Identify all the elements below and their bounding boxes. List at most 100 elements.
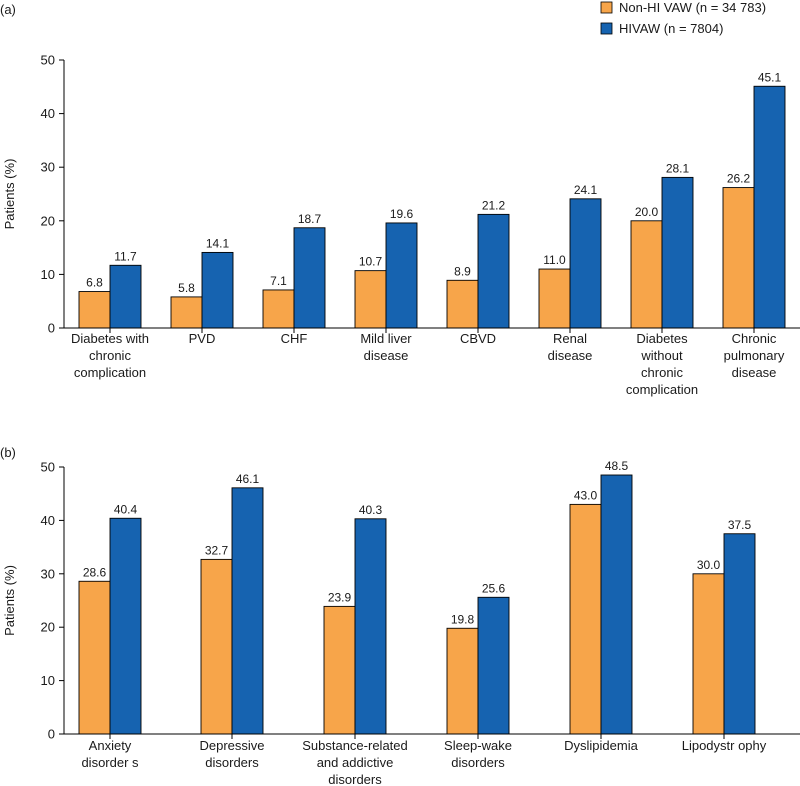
bar-non-hi [78, 580, 111, 735]
data-label-hi: 18.7 [298, 212, 322, 226]
x-category-label-line: Diabetes [636, 331, 688, 346]
bar-non-hi [170, 296, 203, 329]
bar-non-hi [200, 558, 233, 735]
bar-hi [477, 596, 510, 735]
x-category-label-line: Dyslipidemia [564, 738, 638, 753]
x-category-label: Dyslipidemia [564, 738, 638, 753]
bar-hi [753, 85, 786, 329]
x-category-label: Anxiety disorder s [81, 738, 139, 770]
panel-label: (b) [0, 445, 16, 460]
x-category-label-line: chronic [641, 365, 683, 380]
data-label-non-hi: 11.0 [543, 253, 566, 267]
bar-non-hi [262, 289, 295, 329]
x-category-label-line: Sleep-wake [444, 738, 512, 753]
y-tick-label: 10 [41, 673, 55, 688]
data-label-hi: 48.5 [605, 459, 629, 473]
x-category-label-line: disease [548, 348, 593, 363]
x-category-label-line: complication [74, 365, 146, 380]
data-label-non-hi: 19.8 [451, 612, 475, 626]
x-category-label: Diabetes without chronic complication [626, 331, 698, 397]
y-tick-label: 20 [41, 213, 55, 228]
bar-hi [661, 176, 694, 329]
data-label-non-hi: 28.6 [83, 565, 107, 579]
x-category-label-line: Substance-related [302, 738, 408, 753]
legend-label-non-hi: Non-HI VAW (n = 34 783) [619, 0, 766, 15]
data-label-hi: 40.3 [359, 503, 383, 517]
y-tick-label: 30 [41, 160, 55, 175]
legend: Non-HI VAW (n = 34 783) HIVAW (n = 7804) [600, 0, 766, 36]
x-category-label: Diabetes with chronic complication [71, 331, 149, 380]
data-label-non-hi: 8.9 [454, 264, 471, 278]
x-category-label: Depressive disorders [199, 738, 264, 770]
data-label-hi: 37.5 [728, 518, 752, 532]
x-category-label: Sleep-wake disorders [444, 738, 512, 770]
x-category-label: CBVD [460, 331, 496, 346]
x-category-label-line: pulmonary [724, 348, 785, 363]
x-category-label-line: disease [364, 348, 409, 363]
x-category-label-line: complication [626, 382, 698, 397]
x-category-label-line: PVD [189, 331, 216, 346]
panel-a: (a) Patients (%) 0 10 20 30 40 50 6.8 5.8 7.1 10.7 8… [0, 2, 800, 397]
data-label-non-hi: 32.7 [205, 543, 229, 557]
x-category-label-line: without [640, 348, 683, 363]
data-label-non-hi: 10.7 [359, 255, 383, 269]
data-label-hi: 28.1 [666, 161, 690, 175]
bar-hi [569, 198, 602, 329]
x-category-label-line: and addictive [317, 755, 394, 770]
data-label-non-hi: 6.8 [86, 276, 103, 290]
y-tick-label: 10 [41, 267, 55, 282]
bar-non-hi [446, 627, 479, 735]
x-category-label-line: Lipodystr ophy [682, 738, 767, 753]
data-label-non-hi: 23.9 [328, 590, 352, 604]
x-category-label: Lipodystr ophy [682, 738, 767, 753]
y-tick-label: 30 [41, 566, 55, 581]
bar-hi [201, 251, 234, 329]
bar-hi [723, 533, 756, 735]
x-category-label: CHF [281, 331, 308, 346]
x-category-label-line: Mild liver [360, 331, 412, 346]
x-category-label-line: disorders [205, 755, 259, 770]
bar-non-hi [630, 220, 663, 329]
data-label-hi: 25.6 [482, 581, 506, 595]
x-category-label: Renal disease [548, 331, 593, 363]
data-label-hi: 24.1 [574, 183, 598, 197]
y-axis-title: Patients (%) [2, 159, 17, 230]
bar-hi [477, 213, 510, 329]
data-label-hi: 21.2 [482, 198, 506, 212]
data-label-non-hi: 20.0 [635, 205, 659, 219]
bar-non-hi [354, 270, 387, 329]
x-category-label-line: Diabetes with [71, 331, 149, 346]
x-category-label-line: chronic [89, 348, 131, 363]
x-category-label-line: Chronic [732, 331, 777, 346]
y-tick-label: 0 [48, 321, 55, 336]
x-category-label-line: disorder s [81, 755, 139, 770]
data-label-non-hi: 7.1 [270, 274, 287, 288]
x-category-label-line: disorders [328, 772, 382, 786]
legend-swatch-hi [600, 22, 613, 35]
data-label-non-hi: 43.0 [574, 488, 598, 502]
y-tick-label: 50 [41, 53, 55, 68]
x-category-label: Substance-related and addictive disorders [302, 738, 408, 786]
x-category-label: Mild liver disease [360, 331, 412, 363]
bar-hi [231, 487, 264, 735]
y-tick-label: 20 [41, 620, 55, 635]
x-category-label-line: Depressive [199, 738, 264, 753]
bar-non-hi [722, 187, 755, 329]
bar-non-hi [538, 268, 571, 329]
bar-non-hi [446, 279, 479, 329]
bar-hi [109, 264, 142, 329]
y-axis-title: Patients (%) [2, 565, 17, 636]
x-category-label-line: CHF [281, 331, 308, 346]
x-category-label-line: Renal [553, 331, 587, 346]
data-label-hi: 46.1 [236, 472, 260, 486]
y-tick-label: 40 [41, 106, 55, 121]
y-tick-label: 50 [41, 460, 55, 475]
y-tick-label: 0 [48, 727, 55, 742]
bar-non-hi [569, 503, 602, 735]
data-label-non-hi: 5.8 [178, 281, 195, 295]
bar-non-hi [323, 605, 356, 735]
bar-hi [293, 227, 326, 329]
data-label-non-hi: 26.2 [727, 172, 751, 186]
panel-b: (b) Patients (%) 0 10 20 30 40 50 28.6 32.7 23.9 19… [0, 445, 800, 786]
